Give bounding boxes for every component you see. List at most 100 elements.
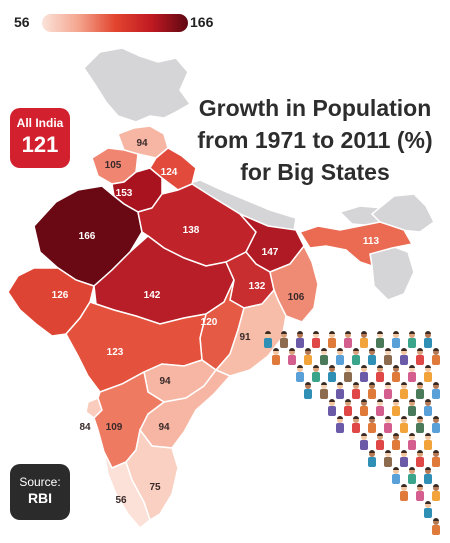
state-region-tamilnadu xyxy=(125,428,179,522)
crowd-person xyxy=(376,433,384,450)
crowd-person xyxy=(424,331,432,348)
crowd-person xyxy=(336,382,344,399)
crowd-person xyxy=(416,450,424,467)
source-value: RBI xyxy=(27,490,53,506)
crowd-person xyxy=(328,331,336,348)
crowd-person xyxy=(392,399,400,416)
crowd-person xyxy=(344,365,352,382)
state-value-telangana: 94 xyxy=(159,376,171,387)
crowd-person xyxy=(280,331,288,348)
all-india-value: 121 xyxy=(21,132,59,157)
crowd-person xyxy=(424,467,432,484)
state-value-maharashtra: 123 xyxy=(107,347,124,358)
state-value-northeast: 113 xyxy=(363,236,380,247)
crowd-person xyxy=(376,399,384,416)
crowd-person xyxy=(400,382,408,399)
state-value-jharkhand: 132 xyxy=(249,281,266,292)
crowd-person xyxy=(392,467,400,484)
state-region-odisha xyxy=(214,288,287,377)
state-value-chhattisgarh: 120 xyxy=(201,317,218,328)
state-region-uttarakhand xyxy=(149,147,197,191)
crowd-person xyxy=(360,365,368,382)
crowd-person xyxy=(416,348,424,365)
crowd-person xyxy=(368,416,376,433)
source-badge: Source: RBI xyxy=(10,464,70,520)
crowd-person xyxy=(416,416,424,433)
crowd-person xyxy=(384,348,392,365)
crowd-person xyxy=(424,365,432,382)
crowd-person xyxy=(328,399,336,416)
legend-gradient-bar xyxy=(42,14,188,32)
region-ne-small-grey xyxy=(369,245,415,301)
crowd-person xyxy=(376,331,384,348)
crowd-person xyxy=(392,433,400,450)
state-value-westbengal: 106 xyxy=(288,292,305,303)
crowd-person xyxy=(360,433,368,450)
state-value-punjab: 153 xyxy=(116,188,133,199)
crowd-person xyxy=(416,382,424,399)
crowd-person xyxy=(296,365,304,382)
crowd-person xyxy=(272,348,280,365)
state-value-rajasthan: 166 xyxy=(79,231,96,242)
crowd-person xyxy=(320,348,328,365)
crowd-person xyxy=(376,365,384,382)
crowd-person xyxy=(344,331,352,348)
crowd-person xyxy=(360,331,368,348)
crowd-person xyxy=(408,365,416,382)
chart-title: Growth in Population from 1971 to 2011 (… xyxy=(197,95,433,185)
crowd-person xyxy=(336,416,344,433)
crowd-person xyxy=(408,399,416,416)
state-value-uttarakhand: 124 xyxy=(161,167,178,178)
state-value-karnataka: 109 xyxy=(106,422,123,433)
crowd-person xyxy=(384,382,392,399)
state-value-bihar: 147 xyxy=(262,247,279,258)
crowd-person xyxy=(400,484,408,501)
crowd-person xyxy=(416,484,424,501)
crowd-person xyxy=(304,382,312,399)
crowd-person xyxy=(328,365,336,382)
crowd-person xyxy=(424,433,432,450)
crowd-person xyxy=(368,382,376,399)
state-value-andhra: 94 xyxy=(158,422,170,433)
crowd-person xyxy=(424,501,432,518)
crowd-person xyxy=(352,348,360,365)
crowd-person xyxy=(264,331,272,348)
crowd-person xyxy=(432,450,440,467)
state-value-himachal: 105 xyxy=(105,160,122,171)
crowd-person xyxy=(432,518,440,535)
crowd-person xyxy=(352,382,360,399)
legend-min-label: 56 xyxy=(14,14,30,30)
crowd-person xyxy=(384,450,392,467)
crowd-person xyxy=(400,416,408,433)
all-india-badge: All India 121 xyxy=(10,108,70,168)
crowd-person xyxy=(408,433,416,450)
crowd-person xyxy=(432,484,440,501)
crowd-person xyxy=(408,331,416,348)
crowd-person xyxy=(296,331,304,348)
state-value-tamilnadu: 75 xyxy=(149,482,161,493)
crowd-person xyxy=(432,382,440,399)
state-value-up: 138 xyxy=(183,225,200,236)
crowd-person xyxy=(432,416,440,433)
crowd-person xyxy=(288,348,296,365)
crowd-person xyxy=(408,467,416,484)
state-region-northeast xyxy=(298,221,414,268)
crowd-person xyxy=(352,416,360,433)
crowd-person xyxy=(424,399,432,416)
crowd-person xyxy=(400,450,408,467)
crowd-person xyxy=(384,416,392,433)
crowd-person xyxy=(368,450,376,467)
crowd-person xyxy=(320,382,328,399)
state-value-odisha: 91 xyxy=(239,332,251,343)
state-value-labels: 94 105 153 124 166 138 147 126 142 132 1… xyxy=(52,138,380,506)
state-value-goa: 84 xyxy=(79,422,91,433)
state-value-kerala: 56 xyxy=(115,495,127,506)
legend-max-label: 166 xyxy=(190,14,214,30)
crowd-person xyxy=(432,348,440,365)
crowd-person xyxy=(336,348,344,365)
crowd-person xyxy=(368,348,376,365)
state-value-jk: 94 xyxy=(136,138,148,149)
crowd-illustration xyxy=(264,331,440,535)
all-india-label: All India xyxy=(16,116,64,130)
